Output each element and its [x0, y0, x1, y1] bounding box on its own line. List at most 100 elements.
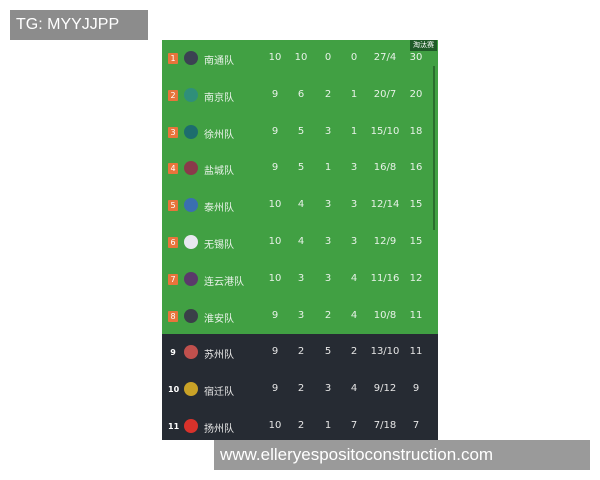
team-logo-icon	[184, 235, 198, 249]
goals-cell: 10/8	[373, 309, 397, 321]
played-cell: 9	[271, 346, 279, 358]
rank-badge: 11	[168, 422, 180, 431]
points-cell: 15	[409, 199, 423, 211]
played-cell: 10	[268, 199, 282, 211]
points-cell: 16	[409, 162, 423, 174]
team-name: 南京队	[204, 92, 234, 104]
lost-cell: 4	[350, 383, 358, 395]
table-row[interactable]: 1 南通队 10 10 0 0 27/4 30	[162, 40, 438, 77]
lost-cell: 3	[350, 236, 358, 247]
won-cell: 5	[297, 125, 305, 137]
lost-cell: 7	[350, 420, 358, 431]
points-cell: 18	[409, 125, 423, 137]
lost-cell: 4	[350, 309, 358, 321]
played-cell: 9	[271, 309, 279, 321]
won-cell: 2	[297, 420, 305, 431]
table-row[interactable]: 7 连云港队 10 3 3 4 11/16 12	[162, 261, 438, 298]
played-cell: 10	[268, 52, 282, 63]
lost-cell: 4	[350, 272, 358, 284]
points-cell: 7	[412, 420, 420, 431]
team-logo-icon	[184, 51, 198, 65]
won-cell: 6	[297, 88, 305, 100]
points-cell: 11	[409, 346, 423, 358]
watermark-bottom: www.elleryespositoconstruction.com	[214, 440, 590, 470]
drawn-cell: 5	[324, 346, 332, 358]
drawn-cell: 2	[324, 88, 332, 100]
goals-cell: 9/12	[373, 383, 397, 395]
team-logo-icon	[184, 198, 198, 213]
drawn-cell: 2	[324, 309, 332, 321]
goals-cell: 27/4	[373, 52, 397, 63]
team-name: 泰州队	[204, 203, 234, 215]
team-name: 淮安队	[204, 313, 234, 325]
team-name: 无锡队	[204, 240, 234, 251]
played-cell: 9	[271, 162, 279, 174]
goals-cell: 11/16	[370, 272, 400, 284]
scrollbar[interactable]	[433, 66, 435, 230]
team-logo-icon	[184, 124, 198, 139]
goals-cell: 12/9	[373, 236, 397, 247]
played-cell: 10	[268, 236, 282, 247]
team-logo-icon	[184, 345, 198, 360]
team-name: 连云港队	[204, 276, 244, 288]
team-name: 苏州队	[204, 350, 234, 362]
team-name: 南通队	[204, 56, 234, 67]
drawn-cell: 3	[324, 236, 332, 247]
goals-cell: 12/14	[370, 199, 400, 211]
table-row[interactable]: 6 无锡队 10 4 3 3 12/9 15	[162, 224, 438, 261]
goals-cell: 7/18	[373, 420, 397, 431]
goals-cell: 16/8	[373, 162, 397, 174]
played-cell: 10	[268, 272, 282, 284]
points-cell: 15	[409, 236, 423, 247]
table-row[interactable]: 5 泰州队 10 4 3 3 12/14 15	[162, 187, 438, 224]
won-cell: 2	[297, 346, 305, 358]
rank-badge: 2	[168, 89, 178, 101]
table-row[interactable]: 11 扬州队 10 2 1 7 7/18 7	[162, 408, 438, 440]
drawn-cell: 3	[324, 125, 332, 137]
table-row[interactable]: 10 宿迁队 9 2 3 4 9/12 9	[162, 371, 438, 408]
table-row[interactable]: 4 盐城队 9 5 1 3 16/8 16	[162, 150, 438, 187]
team-logo-icon	[184, 87, 198, 102]
goals-cell: 13/10	[370, 346, 400, 358]
table-row[interactable]: 9 苏州队 9 2 5 2 13/10 11	[162, 334, 438, 371]
won-cell: 4	[297, 236, 305, 247]
played-cell: 9	[271, 383, 279, 395]
won-cell: 3	[297, 309, 305, 321]
knockout-badge: 淘汰赛	[410, 40, 437, 51]
rank-badge: 3	[168, 126, 178, 138]
rank-badge: 10	[168, 385, 180, 395]
won-cell: 10	[294, 52, 308, 63]
won-cell: 4	[297, 199, 305, 211]
table-row[interactable]: 2 南京队 9 6 2 1 20/7 20	[162, 77, 438, 114]
rank-badge: 5	[168, 200, 178, 212]
lost-cell: 0	[350, 52, 358, 63]
drawn-cell: 3	[324, 383, 332, 395]
rank-badge: 1	[168, 53, 178, 64]
played-cell: 9	[271, 88, 279, 100]
played-cell: 9	[271, 125, 279, 137]
lost-cell: 3	[350, 199, 358, 211]
rank-badge: 8	[168, 310, 178, 322]
lost-cell: 2	[350, 346, 358, 358]
won-cell: 2	[297, 383, 305, 395]
points-cell: 11	[409, 309, 423, 321]
rank-badge: 4	[168, 163, 178, 175]
rank-badge: 7	[168, 273, 178, 285]
drawn-cell: 0	[324, 52, 332, 63]
standings-table: 淘汰赛 1 南通队 10 10 0 0 27/4 30 2 南京队 9 6 2 1 20/7 20 3 徐州队 9 5…	[162, 40, 438, 440]
team-name: 宿迁队	[204, 387, 234, 399]
team-name: 盐城队	[204, 166, 234, 178]
drawn-cell: 1	[324, 162, 332, 174]
lost-cell: 3	[350, 162, 358, 174]
rank-badge: 9	[170, 348, 176, 358]
table-row[interactable]: 8 淮安队 9 3 2 4 10/8 11	[162, 298, 438, 335]
won-cell: 5	[297, 162, 305, 174]
qualified-zone	[162, 40, 438, 334]
team-name: 徐州队	[204, 129, 234, 141]
points-cell: 12	[409, 272, 423, 284]
lost-cell: 1	[350, 125, 358, 137]
drawn-cell: 3	[324, 272, 332, 284]
points-cell: 20	[409, 88, 423, 100]
points-cell: 30	[409, 52, 423, 63]
table-row[interactable]: 3 徐州队 9 5 3 1 15/10 18	[162, 114, 438, 151]
